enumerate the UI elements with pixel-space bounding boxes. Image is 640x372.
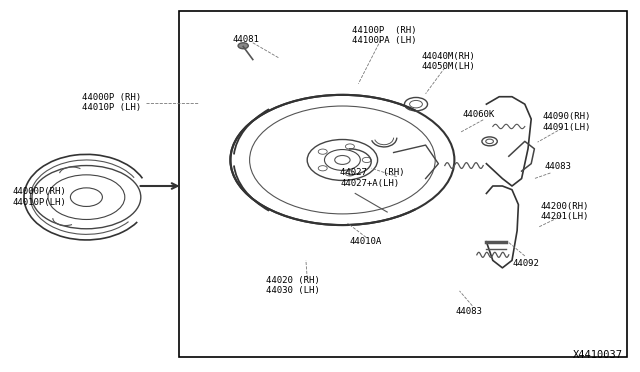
Text: 44083: 44083 [545,162,572,171]
Circle shape [238,43,248,49]
Text: 44010A: 44010A [350,237,382,246]
Text: 44027   (RH)
44027+A(LH): 44027 (RH) 44027+A(LH) [340,168,404,187]
Text: 44000P(RH)
44010P(LH): 44000P(RH) 44010P(LH) [13,187,67,207]
Text: 44020 (RH)
44030 (LH): 44020 (RH) 44030 (LH) [266,276,320,295]
Text: 44000P (RH)
44010P (LH): 44000P (RH) 44010P (LH) [83,93,141,112]
Text: 44081: 44081 [233,35,260,44]
Text: 44200(RH)
44201(LH): 44200(RH) 44201(LH) [540,202,589,221]
Text: 44090(RH)
44091(LH): 44090(RH) 44091(LH) [542,112,591,132]
Text: X4410037: X4410037 [573,350,623,360]
Text: 44040M(RH)
44050M(LH): 44040M(RH) 44050M(LH) [421,52,475,71]
Bar [179,11,627,357]
Text: 44100P  (RH)
44100PA (LH): 44100P (RH) 44100PA (LH) [352,26,416,45]
Text: 44060K: 44060K [463,110,495,119]
Text: 44092: 44092 [513,259,540,268]
Text: 44083: 44083 [455,307,482,316]
